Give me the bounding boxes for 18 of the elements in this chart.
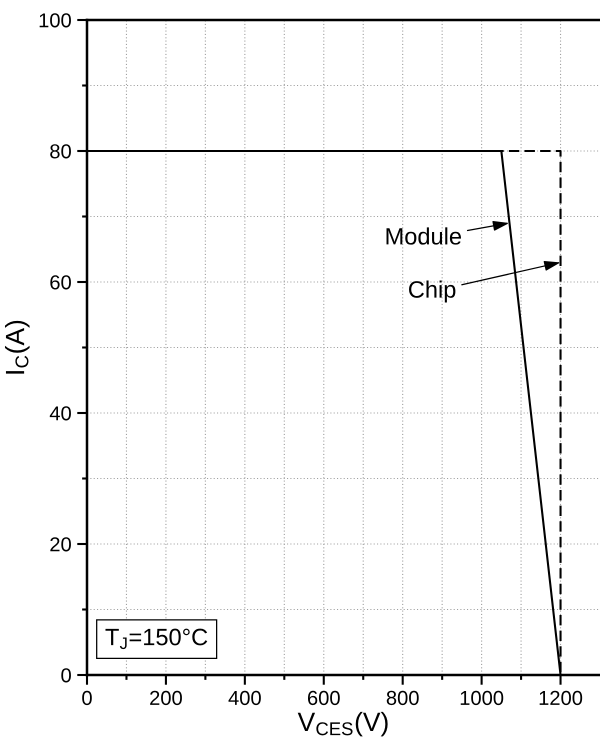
x-tick-label: 0	[82, 690, 92, 706]
x-tick-label: 1200	[540, 690, 582, 706]
y-tick-label: 60	[50, 275, 71, 290]
y-tick-label: 0	[61, 668, 71, 682]
x-tick-label: 600	[308, 690, 340, 706]
y-axis-title: I$_{C}$(A)	[4, 320, 30, 374]
x-tick-label: 200	[150, 690, 182, 706]
y-tick-label: 100	[40, 13, 71, 28]
y-tick-label: 20	[50, 537, 71, 552]
y-tick-label: 80	[50, 144, 71, 158]
x-axis-title: V$_{CES}$(V)	[298, 712, 388, 736]
y-tick-label: 40	[50, 406, 71, 420]
x-tick-label: 1000	[460, 690, 504, 706]
x-tick-label: 400	[228, 690, 261, 706]
annotation: Chip	[409, 280, 456, 303]
x-tick-label: 800	[386, 690, 419, 706]
annotation: Module	[386, 227, 461, 245]
annotation: T$_{J}$=150°C	[105, 628, 208, 650]
